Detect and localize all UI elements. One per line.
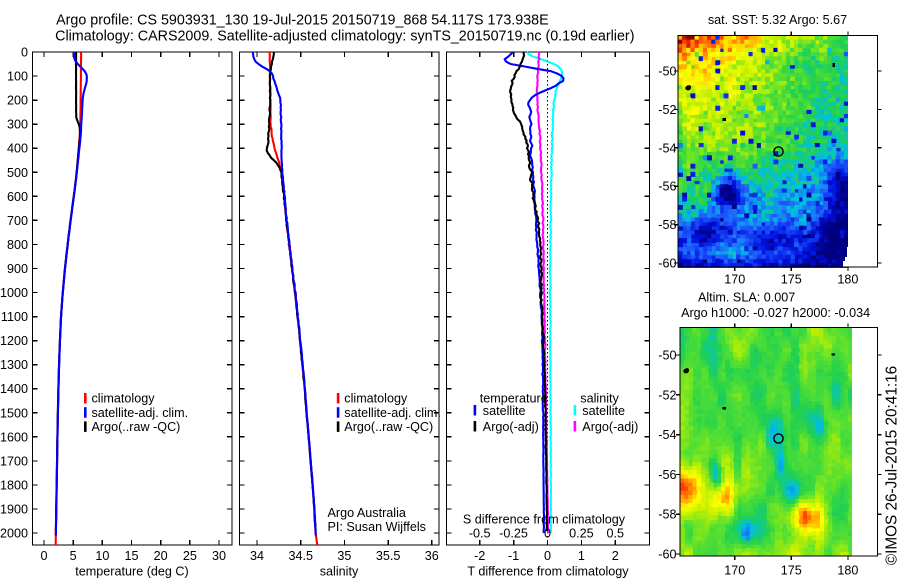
svg-text:34: 34 [250,549,264,563]
svg-text:PI: Susan Wijffels: PI: Susan Wijffels [328,520,426,534]
svg-text:36: 36 [425,549,439,563]
svg-text:-60: -60 [658,257,676,271]
svg-text:-0.25: -0.25 [499,527,528,541]
svg-text:1800: 1800 [0,478,28,492]
svg-text:0: 0 [21,46,28,60]
svg-text:0.25: 0.25 [569,527,594,541]
svg-text:170: 170 [724,273,745,287]
svg-text:-0.5: -0.5 [469,527,491,541]
svg-text:900: 900 [7,262,28,276]
svg-text:15: 15 [125,549,139,563]
svg-text:Climatology: CARS2009. Satelli: Climatology: CARS2009. Satellite-adjuste… [55,28,634,44]
svg-text:700: 700 [7,214,28,228]
svg-text:180: 180 [837,273,858,287]
svg-text:35.5: 35.5 [376,549,401,563]
svg-text:0: 0 [40,549,47,563]
svg-text:-58: -58 [658,218,676,232]
svg-text:©IMOS 26-Jul-2015 20:41:16: ©IMOS 26-Jul-2015 20:41:16 [884,366,900,565]
svg-text:Argo(-adj): Argo(-adj) [582,420,638,434]
svg-text:1500: 1500 [0,406,28,420]
svg-text:1200: 1200 [0,334,28,348]
svg-text:34.5: 34.5 [288,549,313,563]
svg-text:-60: -60 [658,548,676,562]
svg-text:400: 400 [7,142,28,156]
svg-text:satellite-adj. clim.: satellite-adj. clim. [344,406,441,420]
svg-text:0: 0 [544,549,551,563]
svg-text:180: 180 [837,564,858,578]
svg-text:-56: -56 [658,180,676,194]
svg-text:climatology: climatology [92,392,156,406]
svg-text:20: 20 [154,549,168,563]
svg-text:1300: 1300 [0,358,28,372]
svg-text:35: 35 [337,549,351,563]
svg-text:5: 5 [70,549,77,563]
svg-text:175: 175 [781,273,802,287]
svg-text:-52: -52 [658,388,676,402]
svg-text:0: 0 [544,527,551,541]
svg-text:-2: -2 [474,549,485,563]
svg-text:temperature (deg C): temperature (deg C) [75,565,188,579]
svg-text:10: 10 [95,549,109,563]
svg-text:-50: -50 [658,349,676,363]
svg-text:2: 2 [612,549,619,563]
svg-text:satellite: satellite [483,404,526,418]
svg-text:2000: 2000 [0,527,28,541]
svg-text:800: 800 [7,238,28,252]
svg-text:25: 25 [183,549,197,563]
svg-text:Argo Australia: Argo Australia [328,506,406,520]
svg-text:1400: 1400 [0,382,28,396]
svg-text:1100: 1100 [1,310,28,324]
svg-text:0.5: 0.5 [607,527,625,541]
svg-text:1000: 1000 [0,286,28,300]
svg-text:170: 170 [724,564,745,578]
svg-text:-54: -54 [658,428,676,442]
svg-text:600: 600 [7,190,28,204]
svg-text:-50: -50 [658,65,676,79]
svg-text:Argo profile: CS 5903931_130 1: Argo profile: CS 5903931_130 19-Jul-2015… [56,13,549,29]
svg-text:1600: 1600 [0,430,28,444]
svg-text:S difference from climatology: S difference from climatology [463,513,626,527]
svg-text:satellite: satellite [582,404,625,418]
svg-text:300: 300 [7,118,28,132]
svg-text:satellite-adj. clim.: satellite-adj. clim. [92,406,189,420]
svg-text:-54: -54 [658,141,676,155]
svg-text:1900: 1900 [0,502,28,516]
svg-text:1700: 1700 [0,454,28,468]
svg-text:175: 175 [781,564,802,578]
svg-text:climatology: climatology [344,392,408,406]
svg-text:30: 30 [212,549,226,563]
svg-text:-56: -56 [658,468,676,482]
svg-text:1: 1 [578,549,585,563]
svg-text:-1: -1 [508,549,519,563]
svg-text:500: 500 [7,166,28,180]
svg-text:Altim. SLA: 0.007: Altim. SLA: 0.007 [698,291,795,305]
svg-text:Argo h1000: -0.027 h2000: -0.0: Argo h1000: -0.027 h2000: -0.034 [681,306,870,320]
svg-text:T difference from climatology: T difference from climatology [467,565,629,579]
svg-text:Argo(..raw -QC): Argo(..raw -QC) [92,420,181,434]
svg-text:Argo(-adj): Argo(-adj) [483,420,539,434]
svg-text:200: 200 [7,94,28,108]
svg-text:-52: -52 [658,103,676,117]
svg-text:sat. SST: 5.32 Argo: 5.67: sat. SST: 5.32 Argo: 5.67 [708,13,847,27]
svg-text:Argo(..raw -QC): Argo(..raw -QC) [344,420,433,434]
svg-text:salinity: salinity [320,565,359,579]
svg-text:-58: -58 [658,508,676,522]
svg-text:100: 100 [7,70,28,84]
